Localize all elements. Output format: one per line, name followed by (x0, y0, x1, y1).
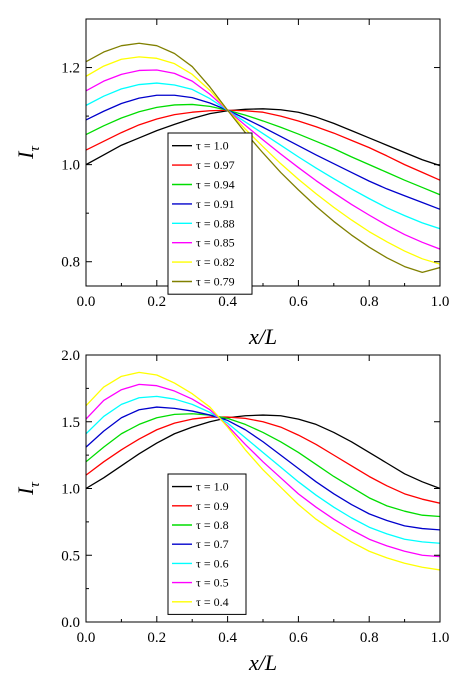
y-tick-label: 1.0 (61, 158, 80, 174)
x-tick-label: 1.0 (431, 630, 450, 646)
legend-label: τ = 1.0 (196, 480, 229, 494)
series-line-5 (86, 395, 440, 544)
x-tick-label: 0.6 (289, 294, 308, 310)
legend-label: τ = 0.8 (196, 518, 229, 532)
x-tick-label: 0.0 (77, 630, 96, 646)
series-line-3 (86, 413, 440, 518)
legend-label: τ = 0.4 (196, 595, 229, 609)
plot-area (86, 42, 440, 274)
plot-frame (85, 354, 441, 623)
legend-label: τ = 0.85 (196, 236, 235, 250)
legend-label: τ = 0.91 (196, 197, 235, 211)
legend: τ = 1.0 τ = 0.97 τ = 0.94 τ = 0.91 τ = 0.88 τ… (167, 132, 253, 295)
y-axis-label: Iτ (13, 146, 43, 160)
chart-1: 0.0 0.2 0.4 0.6 0.8 1.00.81.01.2x/LIτ τ = 1.0τ… (13, 18, 450, 349)
y-tick-label: 0.0 (61, 615, 80, 631)
legend-label: τ = 0.5 (196, 576, 229, 590)
x-tick-label: 0.0 (77, 294, 96, 310)
y-tick-label: 1.5 (61, 415, 80, 431)
x-tick-label: 0.8 (360, 294, 379, 310)
legend: τ = 1.0 τ = 0.9 τ = 0.8 τ = 0.7 τ = 0.6 τ = 0… (167, 473, 247, 615)
series-line-2 (86, 416, 440, 504)
series-line-1 (86, 414, 440, 490)
series-line-2 (86, 109, 440, 181)
x-axis-label: x/L (248, 324, 277, 349)
series-line-8 (86, 42, 440, 274)
x-tick-label: 0.4 (218, 294, 237, 310)
series-line-5 (86, 82, 440, 230)
legend-label: τ = 0.82 (196, 255, 235, 269)
x-axis-label: x/L (248, 650, 277, 675)
y-tick-label: 0.5 (61, 548, 80, 564)
legend-label: τ = 0.79 (196, 275, 235, 289)
legend-label: τ = 0.97 (196, 158, 235, 172)
chart-2: 0.0 0.2 0.4 0.6 0.8 1.0 0.0 0.5 1.0 1.5 2.0 x/L Iτ τ … (13, 348, 449, 675)
series-line-7 (86, 371, 440, 571)
legend-label: τ = 1.0 (196, 139, 229, 153)
legend-label: τ = 0.9 (196, 499, 229, 513)
series-line-6 (86, 69, 440, 250)
y-axis-label: Iτ (13, 482, 43, 496)
series-line-1 (86, 108, 440, 167)
x-tick-label: 1.0 (431, 294, 450, 310)
legend-label: τ = 0.6 (196, 556, 229, 570)
plot-area (86, 371, 440, 571)
x-tick-label: 0.2 (147, 630, 166, 646)
legend-box (167, 132, 253, 295)
legend-label: τ = 0.88 (196, 216, 235, 230)
series-line-6 (86, 383, 440, 558)
series-line-4 (86, 94, 440, 210)
y-tick-label: 0.8 (61, 255, 80, 271)
x-tick-label: 0.4 (218, 630, 237, 646)
x-tick-label: 0.8 (360, 630, 379, 646)
y-tick-label: 1.0 (61, 482, 80, 498)
y-tick-label: 1.2 (61, 61, 80, 77)
series-line-4 (86, 406, 440, 531)
y-tick-label: 2.0 (61, 348, 80, 364)
legend-label: τ = 0.7 (196, 537, 229, 551)
legend-label: τ = 0.94 (196, 178, 235, 192)
x-tick-label: 0.2 (147, 294, 166, 310)
series-line-3 (86, 103, 440, 196)
x-tick-label: 0.6 (289, 630, 308, 646)
series-line-7 (86, 56, 440, 265)
